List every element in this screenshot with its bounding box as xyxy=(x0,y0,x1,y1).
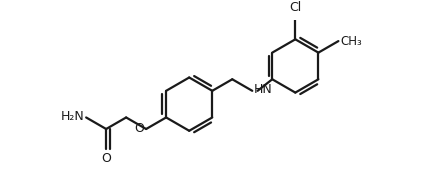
Text: Cl: Cl xyxy=(289,1,301,14)
Text: H₂N: H₂N xyxy=(61,110,85,123)
Text: O: O xyxy=(101,152,111,165)
Text: HN: HN xyxy=(254,83,273,96)
Text: O: O xyxy=(134,122,144,135)
Text: CH₃: CH₃ xyxy=(340,35,362,48)
